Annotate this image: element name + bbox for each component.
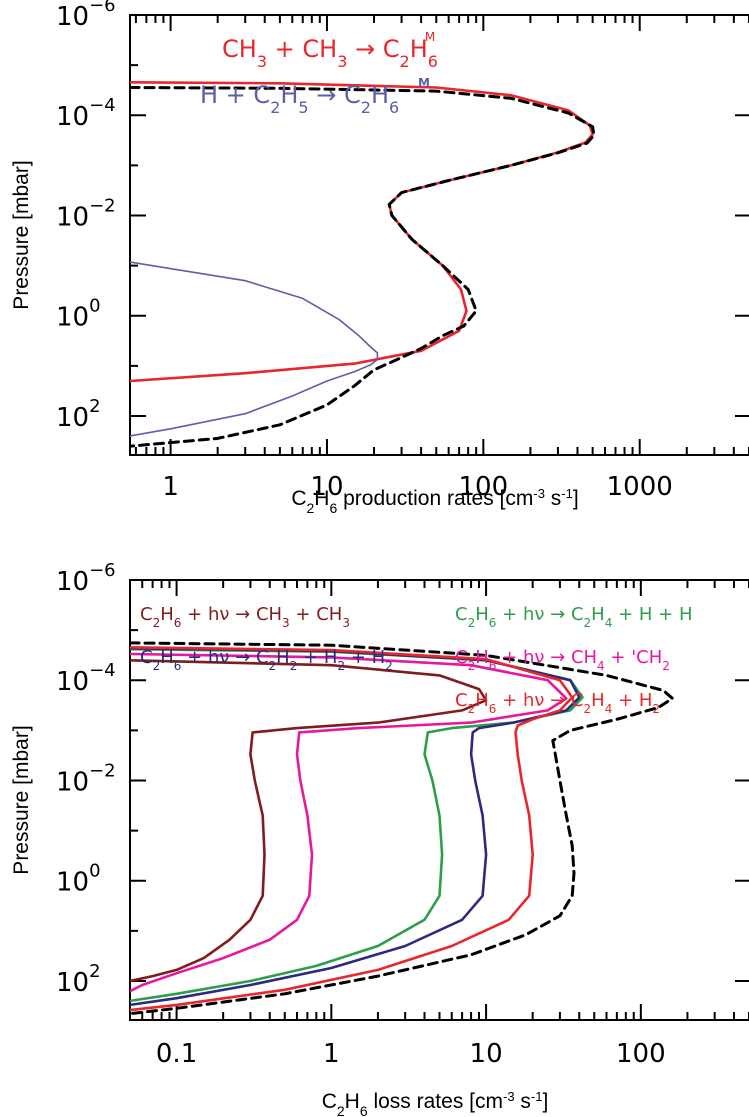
total-rate-dashed-line <box>130 86 596 448</box>
x-tick-label: 100 <box>616 1039 666 1069</box>
y-tick-label: 10−4 <box>56 660 116 697</box>
legend-entry-2: C2H6 + hν → C2H2 + H2 + H2 <box>140 647 393 673</box>
series-line-2 <box>130 261 379 437</box>
x-axis-label: C2H6 production rates [cm-3 s-1] <box>291 486 578 517</box>
x-tick-label: 1 <box>162 472 179 502</box>
chart-panel-2: 0.1 1 10 100 10−6 10−4 10−2 100 102 Pressure [mba… <box>10 560 749 1117</box>
series-line-1 <box>130 81 594 383</box>
y-tick-label: 100 <box>56 861 101 898</box>
total-rate-dashed-line <box>130 641 674 1016</box>
series-line-5 <box>130 646 574 1012</box>
legend-arrow-label: M <box>418 76 430 90</box>
series-line-1 <box>130 659 488 983</box>
x-tick-label: 1 <box>323 1039 340 1069</box>
plot-frame <box>129 579 749 1021</box>
plot-frame <box>129 14 749 456</box>
y-tick-label: 10−6 <box>56 560 116 597</box>
legend-entry-3: C2H6 + hν → C2H4 + H + H <box>455 604 693 630</box>
y-tick-label: 102 <box>56 396 101 433</box>
chart-panel-1: 1 10 100 1000 10−6 10−4 10−2 100 102 Pressure [mb… <box>10 0 749 516</box>
legend-entry-4: C2H6 + hν → CH4 + 'CH2 <box>455 647 670 673</box>
y-axis-label: Pressure [mbar] <box>10 160 33 309</box>
x-tick-label: 1000 <box>607 472 673 502</box>
x-tick-label: 100 <box>459 472 509 502</box>
y-tick-label: 100 <box>56 296 101 333</box>
y-tick-label: 10−4 <box>56 95 116 132</box>
legend-arrow-label: M <box>425 30 435 44</box>
series-line-4 <box>130 647 581 1007</box>
x-tick-label: 0.1 <box>156 1039 197 1069</box>
series-line-2 <box>130 652 568 993</box>
y-tick-label: 10−2 <box>56 760 116 797</box>
legend-entry-1: CH3 + CH3 → C2H6 <box>222 35 438 71</box>
legend-entry-2: H + C2H5 → C2H6 <box>200 81 399 117</box>
x-axis-label: C2H6 loss rates [cm-3 s-1] <box>322 1089 549 1117</box>
x-tick-label: 10 <box>310 472 343 502</box>
y-axis-label: Pressure [mbar] <box>10 725 33 874</box>
y-tick-label: 10−2 <box>56 195 116 232</box>
y-tick-label: 10−6 <box>56 0 116 32</box>
legend-entry-1: C2H6 + hν → CH3 + CH3 <box>140 604 350 630</box>
legend-entry-5: C2H6 + hν → C2H4 + H2 <box>455 690 660 716</box>
y-tick-label: 102 <box>56 961 101 998</box>
x-tick-label: 10 <box>470 1039 503 1069</box>
